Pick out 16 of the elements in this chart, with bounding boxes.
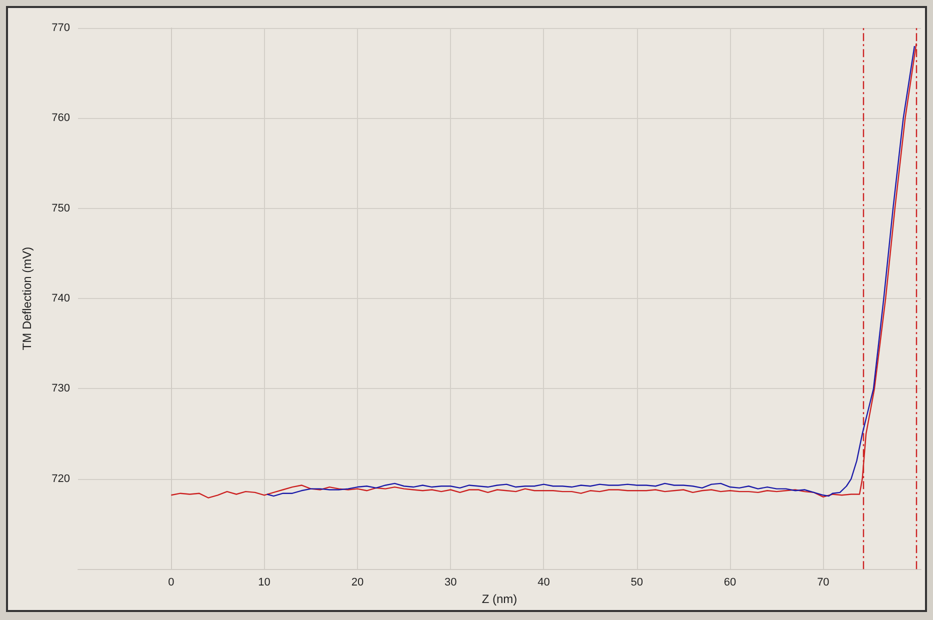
x-tick-label: 20 xyxy=(351,576,364,589)
y-tick-label: 750 xyxy=(52,202,70,214)
x-tick-label: 50 xyxy=(630,576,644,589)
x-tick-label: 60 xyxy=(724,576,736,589)
y-axis-title: TM Deflection (mV) xyxy=(20,246,34,350)
y-tick-label: 720 xyxy=(52,472,70,485)
y-tick-label: 760 xyxy=(52,112,70,124)
y-tick-label: 730 xyxy=(52,382,70,395)
x-tick-label: 40 xyxy=(538,576,550,589)
x-tick-label: 10 xyxy=(258,576,270,589)
x-tick-label: 30 xyxy=(444,576,457,589)
x-tick-label: 0 xyxy=(168,576,174,589)
x-axis-title: Z (nm) xyxy=(482,592,518,606)
y-tick-label: 740 xyxy=(52,292,70,305)
y-tick-label: 770 xyxy=(52,22,70,34)
x-tick-label: 70 xyxy=(817,576,830,589)
